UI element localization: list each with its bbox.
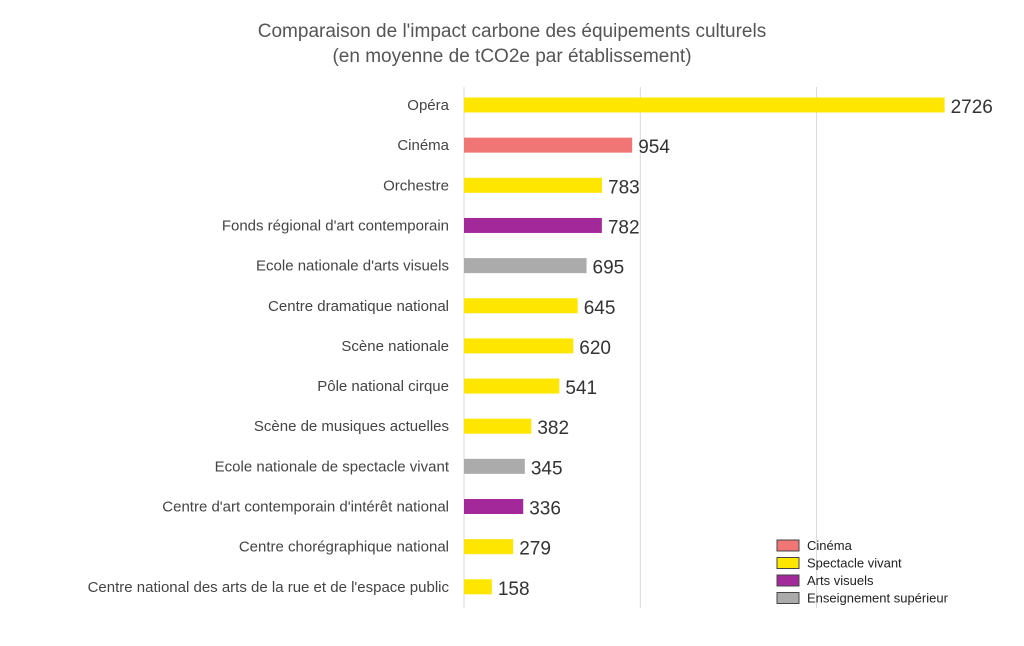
value-label: 620 <box>579 338 611 359</box>
value-label: 645 <box>584 298 616 319</box>
bar <box>464 258 587 274</box>
category-label: Opéra <box>407 97 449 114</box>
category-label: Fonds régional d'art contemporain <box>222 217 449 234</box>
value-label: 541 <box>565 378 597 399</box>
category-label: Cinéma <box>397 137 449 154</box>
category-label: Centre chorégraphique national <box>239 539 449 556</box>
value-label: 158 <box>498 579 530 600</box>
value-label: 345 <box>531 458 563 479</box>
value-label: 782 <box>608 217 640 238</box>
bar <box>464 458 525 474</box>
category-label: Centre national des arts de la rue et de… <box>88 579 450 596</box>
bar <box>464 338 574 354</box>
bar <box>464 499 524 514</box>
value-label: 783 <box>608 177 640 198</box>
category-label: Centre dramatique national <box>268 298 449 315</box>
bar <box>464 378 560 394</box>
bar <box>464 217 602 233</box>
legend-swatch-spectacle <box>776 557 800 569</box>
value-label: 954 <box>638 137 670 158</box>
category-label: Ecole nationale d'arts visuels <box>256 258 449 275</box>
value-label: 336 <box>529 499 561 520</box>
bar <box>464 177 603 193</box>
chart-title: Comparaison de l'impact carbone des équi… <box>258 21 766 42</box>
legend-label-enseignement: Enseignement supérieur <box>807 591 949 606</box>
legend-label-spectacle: Spectacle vivant <box>807 556 902 571</box>
category-label: Pôle national cirque <box>317 378 449 395</box>
bar <box>464 579 492 595</box>
bar <box>464 137 633 153</box>
legend-label-arts: Arts visuels <box>807 573 874 588</box>
bar <box>464 539 514 555</box>
value-label: 279 <box>519 539 551 560</box>
value-label: 2726 <box>951 97 993 118</box>
category-label: Scène de musiques actuelles <box>254 418 449 435</box>
category-label: Ecole nationale de spectacle vivant <box>215 458 450 475</box>
value-label: 695 <box>593 258 625 279</box>
legend-label-cinema: Cinéma <box>807 538 853 553</box>
bar <box>464 298 578 314</box>
category-label: Orchestre <box>383 177 449 194</box>
legend: Cinéma Spectacle vivant Arts visuels Enseig… <box>776 538 949 606</box>
category-label: Centre d'art contemporain d'intérêt nati… <box>162 499 449 516</box>
legend-swatch-cinema <box>776 539 800 552</box>
category-label: Scène nationale <box>341 338 449 355</box>
bars: Opéra 2726 Cinéma 954 Orchestre 783 Fonds régi… <box>88 97 993 600</box>
chart-subtitle: (en moyenne de tCO2e par établissement) <box>332 46 691 67</box>
bar <box>464 418 532 434</box>
legend-swatch-arts <box>776 574 800 587</box>
legend-swatch-enseignement <box>776 592 800 604</box>
bar <box>464 97 945 113</box>
value-label: 382 <box>537 418 569 439</box>
